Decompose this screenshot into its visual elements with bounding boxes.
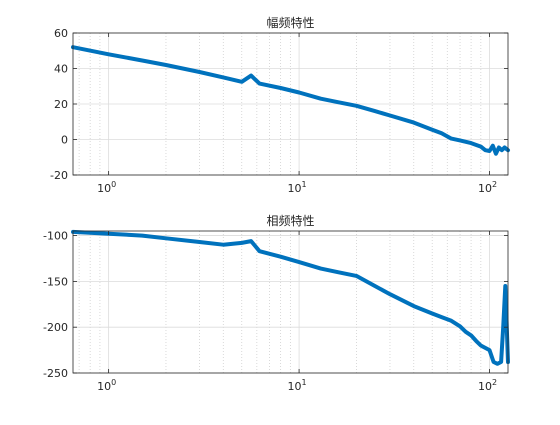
phase-series-line [71,229,510,366]
magnitude-xtick-label: 102 [478,180,497,195]
magnitude-ytick-label: 20 [54,98,68,111]
phase-xtick-exponent: 0 [111,378,116,387]
magnitude-ytick-label: -20 [50,169,68,182]
phase-ytick-label: -150 [43,275,68,288]
magnitude-xtick-base: 10 [97,182,111,195]
magnitude-xtick-exponent: 1 [302,180,307,189]
magnitude-xtick-exponent: 2 [492,180,497,189]
magnitude-series-line [71,45,510,156]
phase-xtick-label: 102 [478,378,497,393]
phase-xtick-base: 10 [478,380,492,393]
magnitude-xtick-base: 10 [288,182,302,195]
magnitude-xtick-exponent: 0 [111,180,116,189]
phase-xtick-label: 101 [288,378,307,393]
phase-plot-area [73,231,508,373]
magnitude-ytick-label: 40 [54,63,68,76]
magnitude-xtick-label: 101 [288,180,307,195]
magnitude-ytick-label: 60 [54,27,68,40]
magnitude-xtick-base: 10 [478,182,492,195]
phase-ytick-label: -200 [43,321,68,334]
phase-xtick-label: 100 [97,378,116,393]
phase-ytick-label: -100 [43,230,68,243]
phase-xtick-exponent: 1 [302,378,307,387]
phase-xtick-base: 10 [288,380,302,393]
magnitude-xtick-label: 100 [97,180,116,195]
phase-axes-frame [72,230,509,374]
magnitude-ytick-label: 0 [61,134,68,147]
phase-xtick-exponent: 2 [492,378,497,387]
phase-xtick-base: 10 [97,380,111,393]
phase-title: 相频特性 [266,213,314,228]
magnitude-title: 幅频特性 [266,15,314,30]
phase-ytick-label: -250 [43,367,68,380]
